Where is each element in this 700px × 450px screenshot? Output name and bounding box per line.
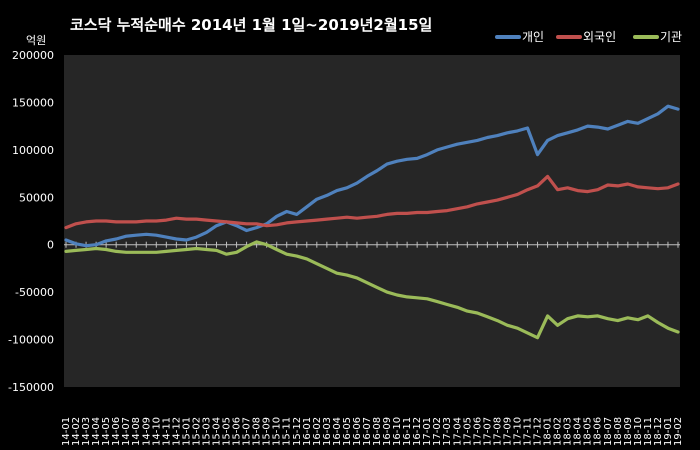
x-tick-label: 14-05 [101,417,112,446]
x-tick-label: 15-04 [211,417,222,446]
x-tick-label: 17-02 [432,417,443,446]
x-tick-label: 17-01 [422,417,433,446]
x-tick-label: 18-01 [543,417,554,446]
x-tick-label: 15-10 [272,417,283,446]
y-tick-label: -50000 [15,286,54,299]
x-tick-label: 17-03 [442,417,453,446]
x-tick-label: 15-09 [262,417,273,446]
x-tick-label: 18-12 [653,417,664,446]
x-tick-label: 14-01 [61,417,72,446]
x-tick-label: 15-02 [191,417,202,446]
x-tick-label: 14-02 [71,417,82,446]
x-tick-label: 18-08 [613,417,624,446]
y-tick-label: 100000 [12,144,54,157]
x-tick-label: 16-10 [392,417,403,446]
x-tick-label: 16-05 [342,417,353,446]
x-tick-label: 17-04 [452,417,463,446]
x-tick-label: 14-04 [91,417,102,446]
x-tick-label: 18-02 [553,417,564,446]
x-tick-label: 18-06 [593,417,604,446]
x-axis: 14-01 14-02 14-03 14-04 14-05 14-06 14-07 14-08… [61,241,684,446]
x-tick-label: 17-09 [502,417,513,446]
x-tick-label: 17-10 [512,417,523,446]
y-tick-label: -100000 [8,334,54,347]
x-tick-label: 14-08 [131,417,142,446]
x-tick-label: 15-03 [201,417,212,446]
x-tick-label: 15-07 [242,417,253,446]
x-tick-label: 14-11 [161,417,172,446]
x-tick-label: 15-12 [292,417,303,446]
series-line-3 [64,240,680,340]
series-line-2 [64,174,680,230]
x-tick-label: 15-05 [222,417,233,446]
x-tick-label: 16-04 [332,417,343,446]
x-tick-label: 18-10 [633,417,644,446]
x-tick-label: 17-06 [472,417,483,446]
x-tick-label: 14-07 [121,417,132,446]
x-tick-label: 16-07 [362,417,373,446]
chart-title: 코스닥 누적순매수 2014년 1월 1일~2019년2월15일 [70,16,432,34]
x-tick-label: 15-06 [232,417,243,446]
x-tick-label: 16-08 [372,417,383,446]
x-tick-label: 15-11 [282,417,293,446]
legend: 개인 외국인 기관 [495,30,682,44]
x-tick-label: 19-01 [663,417,674,446]
x-tick-label: 18-04 [573,417,584,446]
x-tick-label: 15-08 [252,417,263,446]
x-tick-label: 14-12 [171,417,182,446]
x-tick-label: 14-06 [111,417,122,446]
x-tick-label: 16-11 [402,417,413,446]
x-tick-label: 17-07 [482,417,493,446]
legend-label: 기관 [660,30,682,44]
unit-label: 억원 [26,34,46,47]
x-tick-label: 15-01 [181,417,192,446]
x-tick-label: 18-09 [623,417,634,446]
x-tick-label: 17-11 [523,417,534,446]
legend-label: 개인 [522,30,544,44]
x-tick-label: 17-12 [533,417,544,446]
x-tick-label: 14-10 [151,417,162,446]
x-tick-label: 14-03 [81,417,92,446]
x-tick-label: 18-11 [643,417,654,446]
x-tick-label: 16-03 [322,417,333,446]
series-group [64,104,680,340]
x-tick-label: 16-01 [302,417,313,446]
y-tick-label: 50000 [19,191,54,204]
x-tick-label: 18-07 [603,417,614,446]
x-tick-label: 19-02 [673,417,684,446]
y-axis: 200000 150000 100000 50000 0 -50000 -100000 -15… [8,49,54,394]
x-tick-label: 18-03 [563,417,574,446]
x-tick-label: 17-05 [462,417,473,446]
x-tick-label: 18-05 [583,417,594,446]
y-tick-label: -150000 [8,381,54,394]
x-tick-label: 16-06 [352,417,363,446]
x-tick-label: 14-09 [141,417,152,446]
legend-label: 외국인 [583,30,616,44]
y-tick-label: 0 [47,239,54,252]
series-line-1 [64,104,680,248]
y-tick-label: 200000 [12,49,54,62]
x-tick-label: 16-09 [382,417,393,446]
y-tick-label: 150000 [12,96,54,109]
x-tick-label: 16-02 [312,417,323,446]
x-tick-label: 17-08 [492,417,503,446]
x-tick-label: 16-12 [412,417,423,446]
